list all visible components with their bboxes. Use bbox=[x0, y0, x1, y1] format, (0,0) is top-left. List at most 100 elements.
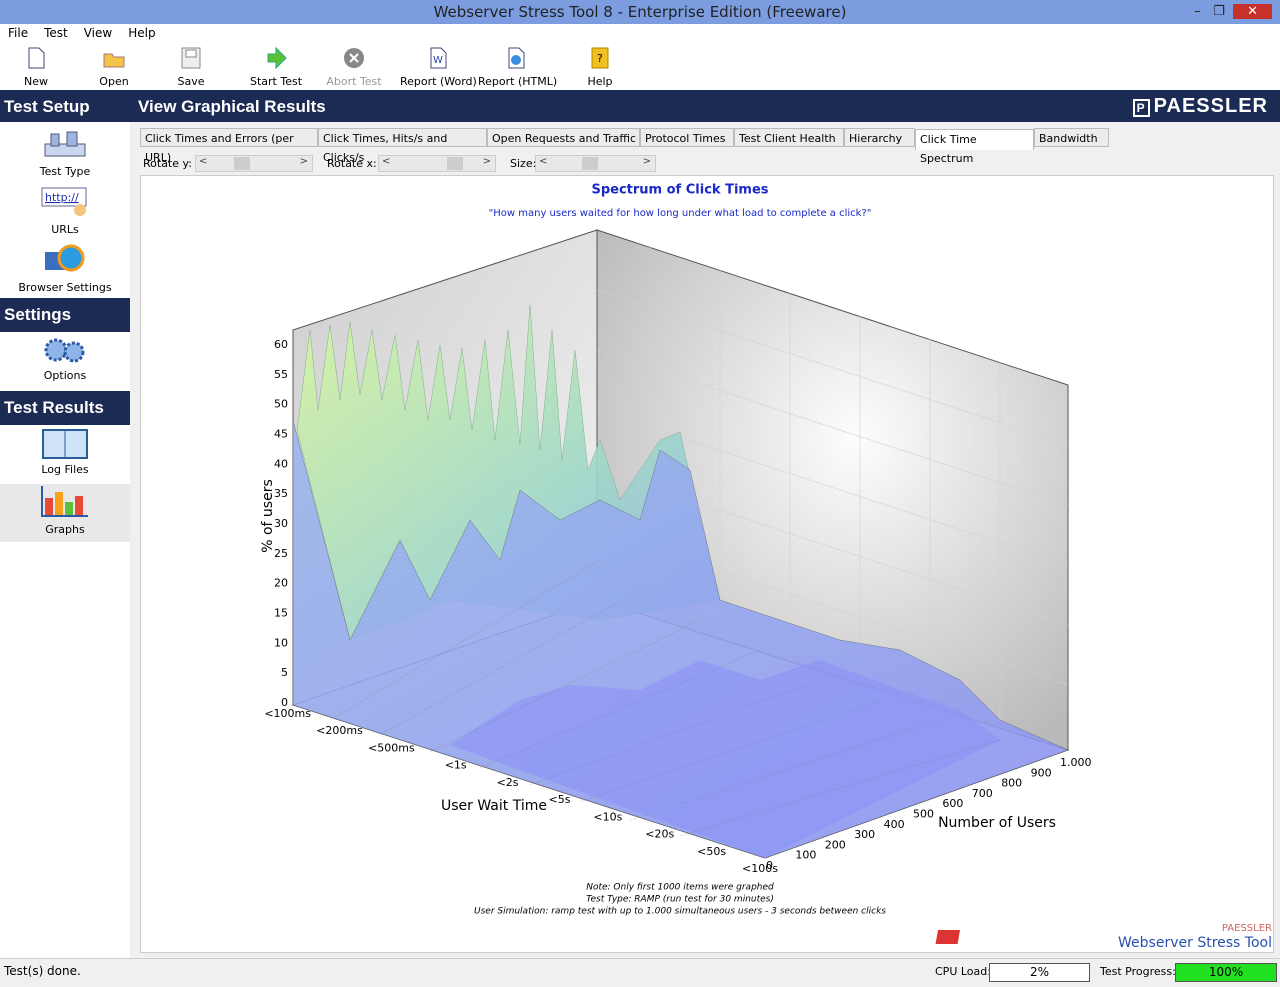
button-label: Report (Word) bbox=[400, 75, 477, 88]
z-tick-label: 500 bbox=[913, 808, 934, 821]
logo: PAESSLER Webserver Stress Tool bbox=[935, 923, 1272, 951]
logo-product: Webserver Stress Tool bbox=[1118, 935, 1272, 951]
toolbar-button[interactable]: Start Test bbox=[246, 46, 306, 88]
note: Note: Only first 1000 items were graphed bbox=[586, 883, 774, 893]
nav-label: URLs bbox=[51, 223, 79, 236]
x-tick-label: <500ms bbox=[368, 741, 415, 754]
section-title: Test Results bbox=[0, 391, 130, 425]
chart-subtitle: "How many users waited for how long unde… bbox=[489, 208, 872, 219]
x-tick-label: <5s bbox=[548, 793, 570, 806]
note: Test Type: RAMP (run test for 30 minutes… bbox=[586, 895, 774, 905]
chart-3d: Spectrum of Click Times "How many users … bbox=[260, 183, 1272, 952]
tab[interactable]: Bandwidth bbox=[1034, 128, 1109, 147]
z-tick-label: 100 bbox=[795, 849, 816, 862]
cpu-label: CPU Load: bbox=[935, 965, 991, 978]
x-tick-label: <100ms bbox=[264, 707, 311, 720]
nav-item[interactable]: http:// URLs bbox=[0, 184, 130, 236]
button-label: Save bbox=[177, 75, 205, 88]
chart-title: Spectrum of Click Times bbox=[591, 183, 768, 198]
progress-label: Test Progress: bbox=[1100, 965, 1176, 978]
tab[interactable]: Click Times, Hits/s and Clicks/s bbox=[318, 128, 487, 164]
svg-text:W: W bbox=[433, 55, 443, 66]
y-tick-label: 55 bbox=[274, 368, 288, 381]
z-tick-label: 200 bbox=[825, 838, 846, 851]
logo-brand: PAESSLER bbox=[1222, 923, 1272, 934]
section-title: Test Setup bbox=[4, 97, 90, 116]
slider[interactable]: < > bbox=[195, 155, 313, 172]
nav-label: Options bbox=[43, 369, 87, 382]
y-tick-label: 50 bbox=[274, 398, 288, 411]
nav-item[interactable]: Test Type bbox=[0, 128, 130, 178]
z-tick-label: 0 bbox=[766, 859, 773, 872]
toolbar-button[interactable]: ? Help bbox=[580, 46, 620, 88]
nav-item[interactable]: Graphs bbox=[0, 484, 130, 542]
toolbar-button[interactable]: Open bbox=[94, 46, 134, 88]
notes: Note: Only first 1000 items were graphed… bbox=[474, 883, 886, 917]
button-label: Report (HTML) bbox=[478, 75, 558, 88]
tab[interactable]: Click Times and Errors (per URL) bbox=[140, 128, 318, 164]
progress-meter: 100% bbox=[1175, 963, 1277, 982]
title-bar: Webserver Stress Tool 8 - Enterprise Edi… bbox=[0, 0, 1280, 24]
header-band: Test Setup View Graphical Results P PAESS… bbox=[0, 90, 1280, 122]
control-label: Size: bbox=[510, 157, 537, 170]
slider[interactable]: < > bbox=[535, 155, 656, 172]
menu-item[interactable]: View bbox=[83, 26, 113, 40]
menu-item[interactable]: File bbox=[8, 26, 29, 40]
surface-floor bbox=[450, 660, 1000, 858]
status-message: Test(s) done. bbox=[4, 964, 81, 978]
svg-text:http://: http:// bbox=[45, 191, 79, 204]
slider[interactable]: < > bbox=[378, 155, 496, 172]
y-tick-label: 45 bbox=[274, 428, 288, 441]
z-tick-label: 300 bbox=[854, 828, 875, 841]
y-tick-label: 10 bbox=[274, 636, 288, 649]
z-tick-label: 1.000 bbox=[1060, 756, 1092, 769]
nav-item[interactable]: Log Files bbox=[0, 428, 130, 476]
toolbar-button[interactable]: New bbox=[16, 46, 56, 88]
button-label: Help bbox=[587, 75, 613, 88]
window-controls[interactable]: – ❐ ✕ bbox=[1194, 0, 1272, 24]
nav-item[interactable]: Browser Settings bbox=[0, 244, 130, 294]
toolbar-button[interactable]: Save bbox=[171, 46, 211, 88]
y-tick-label: 30 bbox=[274, 517, 288, 530]
cpu-meter: 2% bbox=[989, 963, 1090, 982]
svg-text:?: ? bbox=[597, 52, 603, 65]
window-title: Webserver Stress Tool 8 - Enterprise Edi… bbox=[433, 3, 847, 21]
z-tick-label: 900 bbox=[1031, 766, 1052, 779]
nav-label: Test Type bbox=[39, 165, 91, 178]
cpu-value: 2% bbox=[1029, 965, 1050, 979]
tab[interactable]: Test Client Health bbox=[734, 128, 844, 147]
toolbar-button[interactable]: Report (HTML) bbox=[478, 46, 558, 88]
tab[interactable]: Hierarchy bbox=[844, 128, 915, 147]
y-axis-label: % of users bbox=[260, 479, 276, 553]
y-tick-label: 60 bbox=[274, 338, 288, 351]
y-tick-label: 40 bbox=[274, 457, 288, 470]
x-tick-label: <20s bbox=[645, 828, 674, 841]
tab[interactable]: Open Requests and Traffic bbox=[487, 128, 640, 147]
status-bar: Test(s) done. CPU Load: 2% Test Progress… bbox=[0, 958, 1280, 987]
section-title: Settings bbox=[0, 298, 130, 332]
tab[interactable]: Click Time Spectrum bbox=[915, 129, 1034, 165]
toolbar-button[interactable]: Abort Test bbox=[324, 46, 384, 88]
z-tick-label: 700 bbox=[972, 787, 993, 800]
x-tick-label: <2s bbox=[497, 776, 519, 789]
y-tick-label: 5 bbox=[281, 666, 288, 679]
brand-text: PAESSLER bbox=[1153, 95, 1268, 117]
surface-mesh bbox=[329, 559, 1001, 837]
toolbar-button[interactable]: W Report (Word) bbox=[400, 46, 477, 88]
y-tick-label: 0 bbox=[281, 696, 288, 709]
x-tick-label: <200ms bbox=[316, 724, 363, 737]
control-label: Rotate y: bbox=[143, 157, 192, 170]
menu-item[interactable]: Test bbox=[44, 26, 68, 40]
page-title: View Graphical Results bbox=[138, 97, 326, 116]
nav-item[interactable]: Options bbox=[0, 336, 130, 382]
x-tick-label: <100s bbox=[742, 862, 778, 875]
tab[interactable]: Protocol Times bbox=[640, 128, 734, 147]
progress-value: 100% bbox=[1208, 965, 1244, 979]
x-tick-label: <10s bbox=[593, 810, 622, 823]
z-tick-label: 400 bbox=[884, 818, 905, 831]
menu-item[interactable]: Help bbox=[128, 26, 156, 40]
nav-label: Graphs bbox=[45, 523, 85, 536]
y-tick-label: 15 bbox=[274, 607, 288, 620]
x-tick-label: <1s bbox=[445, 759, 467, 772]
